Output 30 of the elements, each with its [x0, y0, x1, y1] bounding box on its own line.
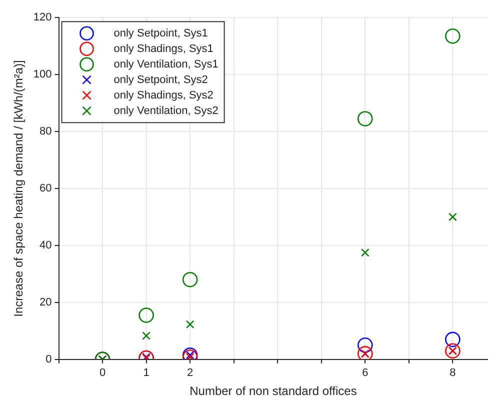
- point: [448, 212, 457, 222]
- point: [360, 248, 370, 257]
- legend-label: only Shadings, Sys2: [114, 89, 214, 102]
- y-axis-title: Increase of space heating demand / [kWh/(m²a)]: [12, 60, 26, 317]
- point: [138, 308, 154, 323]
- y-tick-label: 60: [40, 182, 52, 195]
- y-tick-label: 120: [33, 12, 52, 24]
- point: [186, 320, 194, 329]
- point: [142, 332, 150, 340]
- legend-label: only Ventilation, Sys2: [114, 104, 218, 117]
- x-tick-label: 0: [99, 367, 106, 380]
- x-axis-title: Number of non standard offices: [190, 384, 357, 398]
- legend-label: only Setpoint, Sys2: [114, 74, 208, 86]
- point: [445, 332, 460, 348]
- y-tick-label: 100: [33, 68, 52, 81]
- legend-label: only Setpoint, Sys1: [114, 27, 208, 40]
- legend-label: only Shadings, Sys1: [114, 42, 214, 55]
- y-tick-label: 20: [40, 296, 52, 308]
- y-tick-label: 80: [40, 126, 52, 138]
- x-tick-label: 6: [362, 367, 368, 380]
- x-tick-label: 2: [187, 367, 194, 380]
- x-tick-label: 1: [143, 367, 150, 380]
- point: [445, 28, 460, 44]
- y-tick-label: 0: [46, 353, 52, 366]
- y-tick-label: 40: [40, 240, 52, 252]
- x-tick-label: 8: [450, 367, 456, 380]
- point: [182, 272, 198, 288]
- point: [357, 338, 373, 353]
- point: [357, 111, 373, 126]
- legend-label: only Ventilation, Sys1: [114, 58, 218, 70]
